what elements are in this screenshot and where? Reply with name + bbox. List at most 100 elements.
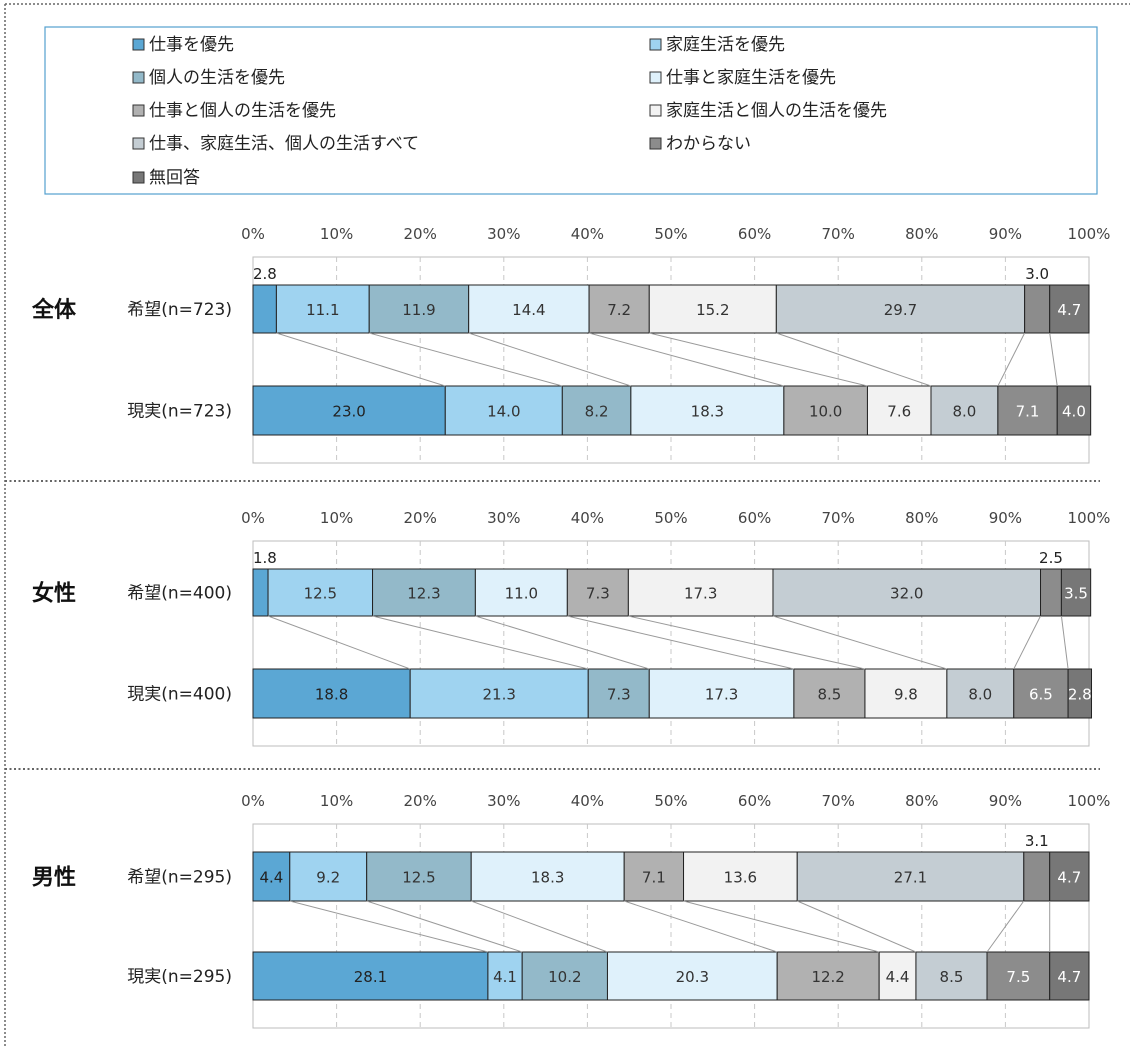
series-connector-line [289, 900, 489, 953]
data-label: 7.1 [642, 869, 666, 887]
bar-segment [878, 951, 917, 1001]
data-label: 8.5 [940, 968, 964, 986]
row-label: 現実(n=295) [127, 967, 232, 987]
data-label: 12.3 [407, 585, 440, 603]
bar-segment [1013, 668, 1069, 719]
legend-label-4: 仕事と個人の生活を優先 [149, 101, 336, 121]
bar-segment [474, 568, 568, 617]
bar-segment [630, 385, 785, 436]
series-connector-line [649, 332, 868, 387]
bar-segment [289, 851, 368, 902]
series-connector-line [588, 332, 784, 387]
data-label: 7.1 [1016, 403, 1040, 421]
bar-segment [623, 851, 685, 902]
x-tick-label: 60% [738, 509, 771, 527]
data-label: 20.3 [676, 968, 709, 986]
x-tick-label: 0% [241, 792, 265, 810]
data-label: 28.1 [354, 968, 387, 986]
data-label: 23.0 [332, 403, 365, 421]
bar-segment [648, 284, 777, 334]
data-label: 4.4 [886, 968, 910, 986]
bar-segment [366, 851, 472, 902]
bar-segment [468, 284, 590, 334]
row-label: 希望(n=295) [127, 868, 232, 888]
row-label: 希望(n=723) [127, 300, 232, 320]
x-tick-label: 30% [487, 509, 520, 527]
bar-segment [252, 851, 291, 902]
x-tick-label: 0% [241, 225, 265, 243]
bar-segment [776, 951, 880, 1001]
x-tick-label: 90% [989, 225, 1022, 243]
series-connector-line [772, 615, 948, 670]
bar-segment [915, 951, 988, 1001]
data-label: 27.1 [894, 869, 927, 887]
panel-title: 全体 [31, 297, 77, 323]
panel-all: 全体 0% 10% 20% 30% 40% 50% 60% 70% 80% 90% 100% 希望(n=… [31, 225, 1110, 464]
bar-segment [793, 668, 866, 719]
bar-segment [372, 568, 476, 617]
series-connector-line [475, 615, 650, 670]
series-connector-line [628, 615, 866, 670]
data-label: 9.8 [894, 686, 918, 704]
bar-segment [409, 668, 589, 719]
legend-swatch-0 [132, 38, 145, 51]
legend-label-8: 無回答 [149, 168, 200, 188]
series-connector-line [1049, 332, 1058, 387]
data-label: 14.0 [487, 403, 520, 421]
x-tick-label: 100% [1068, 792, 1111, 810]
x-tick-label: 40% [571, 792, 604, 810]
legend-label-6: 仕事、家庭生活、個人の生活すべて [149, 134, 419, 154]
bar-segment [783, 385, 868, 436]
x-tick-label: 50% [654, 792, 687, 810]
data-label: 17.3 [705, 686, 738, 704]
data-label: 10.2 [548, 968, 581, 986]
legend-label-1: 家庭生活を優先 [666, 35, 785, 55]
legend-swatch-7 [649, 137, 662, 150]
bar-segment [252, 668, 411, 719]
series-connector-line [471, 900, 608, 953]
x-tick-label: 70% [822, 792, 855, 810]
row-label: 希望(n=400) [127, 584, 232, 604]
data-label: 21.3 [482, 686, 515, 704]
data-label: 29.7 [884, 301, 917, 319]
x-tick-label: 60% [738, 792, 771, 810]
panel-female: 女性 0% 10% 20% 30% 40% 50% 60% 70% 80% 90% 100% 希望(n=… [32, 509, 1110, 747]
bar-segment [1024, 284, 1051, 334]
data-label: 18.3 [531, 869, 564, 887]
series-connector-line [683, 900, 880, 953]
data-label: 2.8 [253, 265, 277, 283]
x-tick-label: 50% [654, 225, 687, 243]
data-label: 8.0 [953, 403, 977, 421]
data-label: 11.1 [306, 301, 339, 319]
data-label: 2.5 [1039, 549, 1063, 567]
series-connector-line [624, 900, 778, 953]
panel-title: 男性 [32, 866, 76, 891]
row-label: 現実(n=400) [127, 685, 232, 705]
x-tick-label: 10% [320, 509, 353, 527]
data-label: 4.7 [1057, 301, 1081, 319]
data-label: 12.5 [304, 585, 337, 603]
data-label: 7.2 [607, 301, 631, 319]
data-label: 17.3 [684, 585, 717, 603]
data-label: 4.4 [259, 869, 283, 887]
x-tick-label: 80% [905, 509, 938, 527]
bar-segment [588, 284, 650, 334]
series-connector-line [997, 332, 1026, 387]
data-label: 15.2 [696, 301, 729, 319]
x-tick-label: 10% [320, 792, 353, 810]
data-label: 18.8 [315, 686, 348, 704]
bar-segment [252, 284, 277, 334]
data-label: 7.5 [1006, 968, 1030, 986]
bar-segment [1060, 568, 1092, 617]
x-tick-label: 10% [320, 225, 353, 243]
bar-segment [470, 851, 625, 902]
data-label: 11.9 [402, 301, 435, 319]
series-connector-line [468, 332, 632, 387]
series-connector-line [797, 900, 917, 953]
data-label: 2.8 [1068, 686, 1092, 704]
bar-segment [1040, 568, 1062, 617]
row-label: 現実(n=723) [127, 402, 232, 422]
legend-label-0: 仕事を優先 [149, 35, 234, 55]
x-tick-label: 40% [571, 225, 604, 243]
